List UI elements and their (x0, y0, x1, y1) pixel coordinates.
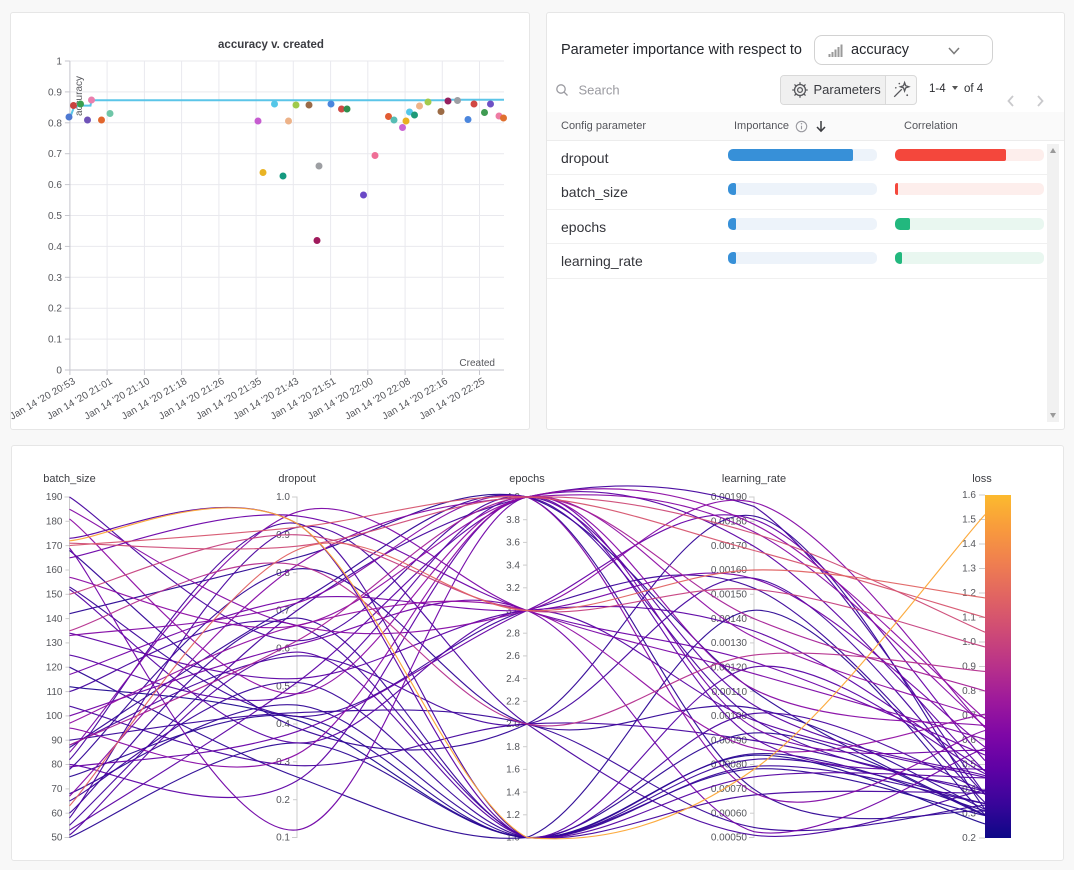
svg-text:0.8: 0.8 (276, 568, 290, 579)
svg-text:0.5: 0.5 (276, 681, 290, 692)
svg-text:3.4: 3.4 (506, 560, 520, 571)
svg-text:1.2: 1.2 (962, 588, 976, 599)
svg-text:0.00140: 0.00140 (711, 614, 748, 625)
svg-text:Created: Created (459, 358, 495, 369)
svg-text:0.8: 0.8 (962, 686, 976, 697)
svg-text:160: 160 (46, 565, 63, 576)
svg-text:140: 140 (46, 614, 63, 625)
svg-text:accuracy: accuracy (74, 76, 85, 116)
svg-text:0.3: 0.3 (962, 809, 976, 820)
svg-text:Jan 14 '20 22:25: Jan 14 '20 22:25 (418, 376, 488, 423)
svg-text:0.1: 0.1 (48, 335, 62, 346)
svg-text:0.8: 0.8 (48, 118, 62, 129)
svg-text:110: 110 (47, 687, 63, 698)
svg-text:dropout: dropout (278, 473, 315, 485)
svg-text:0.6: 0.6 (962, 735, 976, 746)
svg-text:1.4: 1.4 (506, 787, 520, 798)
svg-text:0.00120: 0.00120 (711, 663, 748, 674)
svg-text:0.5: 0.5 (48, 211, 62, 222)
svg-text:0.00190: 0.00190 (711, 492, 748, 503)
svg-text:batch_size: batch_size (43, 473, 96, 485)
svg-text:1.2: 1.2 (506, 810, 520, 821)
svg-text:180: 180 (46, 517, 63, 528)
svg-text:0.00180: 0.00180 (711, 517, 748, 528)
svg-text:90: 90 (51, 735, 63, 746)
svg-text:0.00110: 0.00110 (712, 687, 748, 698)
svg-text:0.6: 0.6 (276, 644, 290, 655)
svg-text:0.2: 0.2 (48, 304, 62, 315)
svg-text:0.00060: 0.00060 (711, 808, 748, 819)
svg-text:0.9: 0.9 (48, 87, 62, 98)
svg-text:1.8: 1.8 (506, 742, 520, 753)
svg-text:0.9: 0.9 (962, 662, 976, 673)
svg-text:80: 80 (51, 760, 63, 771)
svg-text:epochs: epochs (509, 473, 545, 485)
svg-text:0.00170: 0.00170 (711, 541, 748, 552)
svg-text:2.6: 2.6 (506, 651, 520, 662)
svg-text:1.6: 1.6 (962, 490, 976, 501)
svg-text:1.0: 1.0 (276, 492, 290, 503)
svg-text:0.7: 0.7 (962, 711, 976, 722)
svg-text:0.2: 0.2 (276, 795, 290, 806)
svg-text:0.6: 0.6 (48, 180, 62, 191)
svg-text:accuracy v. created: accuracy v. created (218, 39, 324, 51)
svg-text:0.3: 0.3 (48, 273, 62, 284)
svg-text:0.00090: 0.00090 (711, 735, 748, 746)
svg-text:0.7: 0.7 (48, 149, 62, 160)
svg-text:1.3: 1.3 (962, 564, 976, 575)
svg-text:1: 1 (56, 57, 62, 68)
svg-text:1.6: 1.6 (506, 765, 520, 776)
svg-text:0.00050: 0.00050 (711, 833, 748, 844)
svg-text:2.2: 2.2 (506, 697, 520, 708)
svg-text:190: 190 (46, 492, 63, 503)
svg-text:100: 100 (46, 711, 63, 722)
svg-text:3.6: 3.6 (506, 538, 520, 549)
svg-text:0.2: 0.2 (962, 833, 976, 844)
svg-text:0.3: 0.3 (276, 757, 290, 768)
svg-text:0: 0 (56, 366, 62, 377)
svg-text:loss: loss (972, 473, 992, 485)
svg-text:0.00150: 0.00150 (711, 590, 748, 601)
svg-text:3.2: 3.2 (506, 583, 520, 594)
svg-text:70: 70 (51, 784, 63, 795)
svg-text:120: 120 (46, 662, 63, 673)
svg-text:150: 150 (46, 590, 63, 601)
svg-text:1.4: 1.4 (962, 539, 976, 550)
svg-text:0.00160: 0.00160 (711, 565, 748, 576)
svg-text:1.5: 1.5 (962, 515, 976, 526)
svg-text:50: 50 (51, 833, 63, 844)
svg-text:60: 60 (51, 808, 63, 819)
svg-text:2.4: 2.4 (506, 674, 520, 685)
svg-text:0.00080: 0.00080 (711, 760, 748, 771)
svg-text:0.00100: 0.00100 (711, 711, 748, 722)
svg-text:0.00130: 0.00130 (711, 638, 748, 649)
svg-text:0.4: 0.4 (276, 719, 290, 730)
svg-text:170: 170 (46, 541, 63, 552)
svg-text:3.8: 3.8 (506, 515, 520, 526)
svg-text:130: 130 (46, 638, 63, 649)
svg-text:learning_rate: learning_rate (722, 473, 786, 485)
svg-text:1.1: 1.1 (962, 613, 976, 624)
svg-text:0.00070: 0.00070 (711, 784, 748, 795)
svg-text:0.1: 0.1 (276, 833, 290, 844)
svg-text:0.9: 0.9 (276, 530, 290, 541)
svg-text:2.8: 2.8 (506, 628, 520, 639)
svg-text:0.4: 0.4 (48, 242, 62, 253)
